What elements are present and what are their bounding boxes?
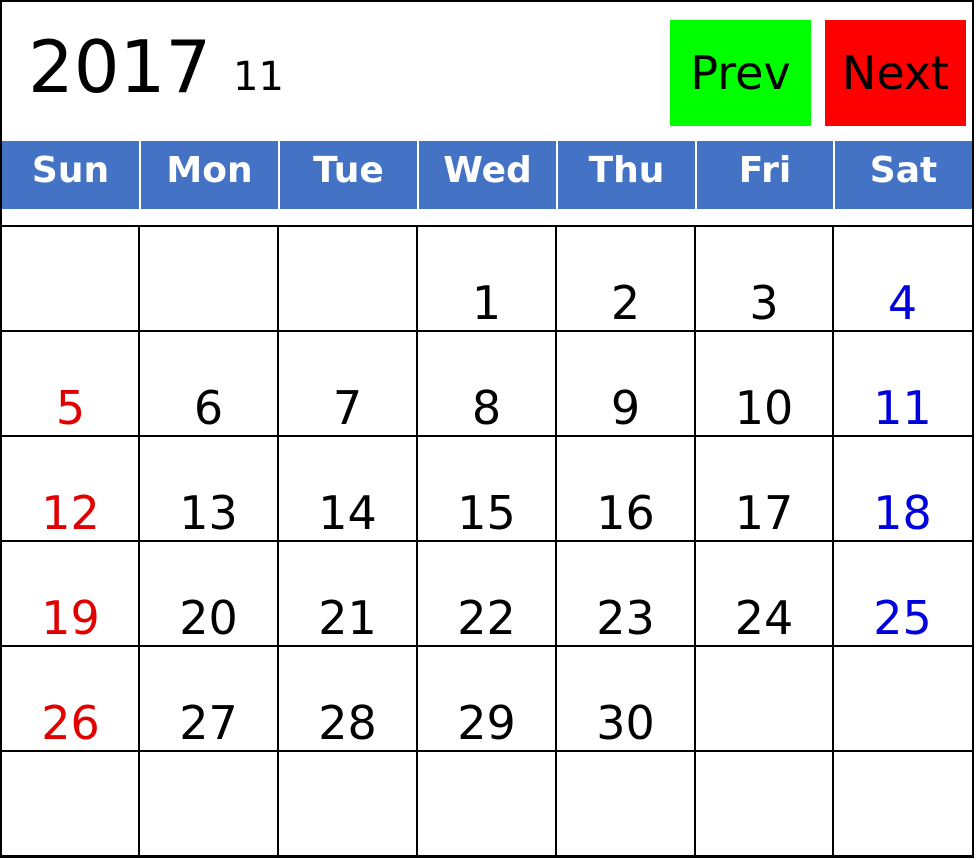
day-cell-16[interactable]: 16 xyxy=(557,437,694,540)
grid-column-divider xyxy=(138,225,140,857)
day-cell-23[interactable]: 23 xyxy=(557,542,694,645)
grid-row-divider xyxy=(0,855,974,857)
day-cell-empty xyxy=(696,752,832,855)
grid-row-divider xyxy=(0,645,974,647)
weekday-header-wed: Wed xyxy=(419,141,556,209)
day-number: 13 xyxy=(179,486,238,540)
day-cell-20[interactable]: 20 xyxy=(140,542,277,645)
day-number: 19 xyxy=(41,591,100,645)
day-number: 2 xyxy=(610,276,641,330)
day-cell-21[interactable]: 21 xyxy=(279,542,416,645)
grid-column-divider xyxy=(694,225,696,857)
day-cell-19[interactable]: 19 xyxy=(3,542,138,645)
day-number: 12 xyxy=(41,486,100,540)
day-cell-empty xyxy=(279,227,416,330)
day-cell-empty xyxy=(279,752,416,855)
day-cell-15[interactable]: 15 xyxy=(418,437,555,540)
grid-column-divider xyxy=(832,225,834,857)
day-number: 18 xyxy=(873,486,932,540)
day-cell-empty xyxy=(696,647,832,750)
day-cell-empty xyxy=(834,752,971,855)
day-cell-empty xyxy=(140,227,277,330)
day-cell-5[interactable]: 5 xyxy=(3,332,138,435)
day-cell-8[interactable]: 8 xyxy=(418,332,555,435)
weekday-header-fri: Fri xyxy=(697,141,833,209)
day-number: 29 xyxy=(457,696,516,750)
day-cell-25[interactable]: 25 xyxy=(834,542,971,645)
day-number: 28 xyxy=(318,696,377,750)
day-number: 20 xyxy=(179,591,238,645)
day-number: 1 xyxy=(471,276,502,330)
day-number: 14 xyxy=(318,486,377,540)
day-number: 17 xyxy=(734,486,794,540)
day-cell-18[interactable]: 18 xyxy=(834,437,971,540)
day-cell-30[interactable]: 30 xyxy=(557,647,694,750)
day-cell-empty xyxy=(3,752,138,855)
weekday-header-sun: Sun xyxy=(2,141,139,209)
grid-row-divider xyxy=(0,750,974,752)
day-number: 10 xyxy=(734,381,794,435)
day-number: 30 xyxy=(596,696,655,750)
day-number: 4 xyxy=(887,276,918,330)
day-number: 9 xyxy=(610,381,641,435)
weekday-header-thu: Thu xyxy=(558,141,695,209)
day-cell-26[interactable]: 26 xyxy=(3,647,138,750)
day-cell-6[interactable]: 6 xyxy=(140,332,277,435)
day-cell-28[interactable]: 28 xyxy=(279,647,416,750)
grid-row-divider xyxy=(0,225,974,227)
day-cell-empty xyxy=(834,647,971,750)
day-cell-22[interactable]: 22 xyxy=(418,542,555,645)
day-cell-13[interactable]: 13 xyxy=(140,437,277,540)
grid-row-divider xyxy=(0,435,974,437)
prev-button[interactable]: Prev xyxy=(670,20,811,126)
month-label: 11 xyxy=(233,54,284,100)
day-cell-4[interactable]: 4 xyxy=(834,227,971,330)
day-number: 21 xyxy=(318,591,377,645)
day-cell-empty xyxy=(557,752,694,855)
grid-row-divider xyxy=(0,540,974,542)
day-cell-empty xyxy=(3,227,138,330)
day-cell-1[interactable]: 1 xyxy=(418,227,555,330)
day-number: 11 xyxy=(873,381,932,435)
day-number: 3 xyxy=(749,276,779,330)
weekday-header-mon: Mon xyxy=(141,141,278,209)
day-number: 15 xyxy=(457,486,516,540)
day-cell-empty xyxy=(418,752,555,855)
next-button[interactable]: Next xyxy=(825,20,966,126)
day-number: 24 xyxy=(734,591,794,645)
day-number: 26 xyxy=(41,696,100,750)
day-cell-11[interactable]: 11 xyxy=(834,332,971,435)
day-number: 22 xyxy=(457,591,516,645)
grid-column-divider xyxy=(416,225,418,857)
day-cell-27[interactable]: 27 xyxy=(140,647,277,750)
day-cell-29[interactable]: 29 xyxy=(418,647,555,750)
day-cell-2[interactable]: 2 xyxy=(557,227,694,330)
day-cell-10[interactable]: 10 xyxy=(696,332,832,435)
day-number: 5 xyxy=(55,381,86,435)
day-cell-14[interactable]: 14 xyxy=(279,437,416,540)
year-label: 2017 xyxy=(28,25,212,109)
day-cell-12[interactable]: 12 xyxy=(3,437,138,540)
day-cell-17[interactable]: 17 xyxy=(696,437,832,540)
grid-column-divider xyxy=(555,225,557,857)
day-number: 6 xyxy=(193,381,224,435)
day-cell-9[interactable]: 9 xyxy=(557,332,694,435)
day-cell-24[interactable]: 24 xyxy=(696,542,832,645)
weekday-header-tue: Tue xyxy=(280,141,417,209)
day-number: 27 xyxy=(179,696,238,750)
day-cell-7[interactable]: 7 xyxy=(279,332,416,435)
day-number: 8 xyxy=(471,381,502,435)
day-number: 23 xyxy=(596,591,655,645)
weekday-header-row: Sun Mon Tue Wed Thu Fri Sat xyxy=(2,141,972,209)
day-number: 25 xyxy=(873,591,932,645)
grid-column-divider xyxy=(277,225,279,857)
grid-row-divider xyxy=(0,330,974,332)
day-cell-3[interactable]: 3 xyxy=(696,227,832,330)
weekday-header-sat: Sat xyxy=(835,141,972,209)
day-number: 16 xyxy=(596,486,655,540)
day-cell-empty xyxy=(140,752,277,855)
day-number: 7 xyxy=(332,381,363,435)
